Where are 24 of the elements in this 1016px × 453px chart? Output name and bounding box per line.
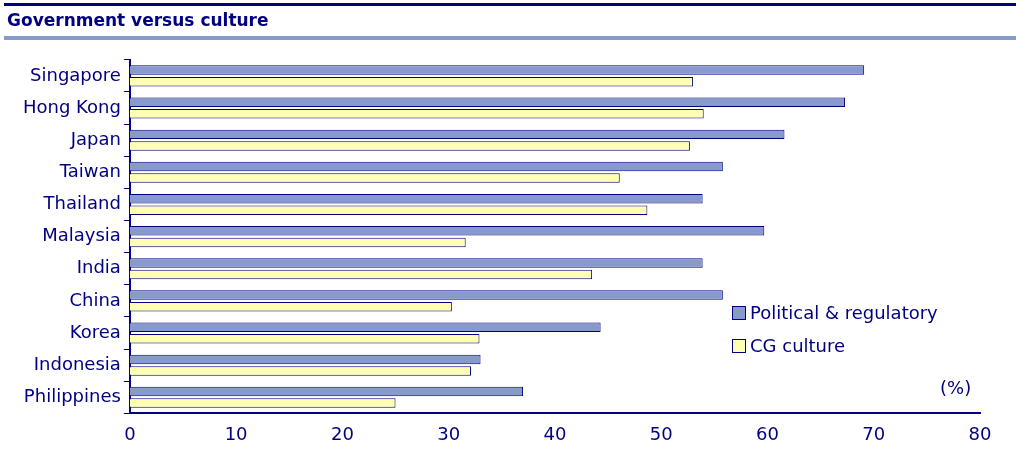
x-tick-label: 30 (437, 422, 461, 444)
x-tick-label: 20 (330, 422, 354, 444)
x-tick-label: 50 (649, 422, 673, 444)
y-tick-label: Japan (69, 127, 121, 149)
x-tick-label: 70 (862, 422, 886, 444)
y-tick-label: Taiwan (58, 159, 121, 181)
x-tick-label: 0 (124, 422, 136, 444)
y-tick-label: Singapore (30, 63, 121, 85)
chart-title: Government versus culture (7, 10, 269, 30)
y-tick-label: Philippines (23, 385, 121, 406)
x-tick-label: 40 (543, 422, 567, 444)
legend-label: Political & regulatory (750, 302, 938, 323)
y-tick-label: Indonesia (33, 352, 121, 374)
x-axis-title: (%) (940, 377, 972, 399)
y-tick-label: Hong Kong (23, 95, 121, 117)
x-tick-label: 60 (756, 422, 779, 444)
y-tick-label: India (76, 256, 121, 278)
x-tick-label: 80 (968, 422, 992, 444)
x-tick-label: 10 (224, 422, 248, 444)
y-tick-label: Korea (69, 320, 121, 342)
y-tick-label: Malaysia (42, 224, 121, 246)
y-tick-label: Thailand (42, 192, 121, 214)
legend-label: CG culture (750, 335, 846, 356)
y-tick-label: China (69, 288, 121, 310)
